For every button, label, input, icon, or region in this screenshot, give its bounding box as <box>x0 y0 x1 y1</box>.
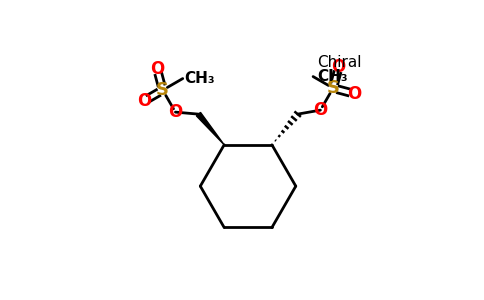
Polygon shape <box>197 112 224 145</box>
Text: CH₃: CH₃ <box>317 69 348 84</box>
Text: O: O <box>137 92 151 110</box>
Text: S: S <box>156 81 169 99</box>
Text: O: O <box>150 60 164 78</box>
Text: S: S <box>327 79 340 97</box>
Text: O: O <box>313 101 328 119</box>
Text: O: O <box>332 58 346 76</box>
Text: Chiral: Chiral <box>317 55 362 70</box>
Text: O: O <box>168 103 182 121</box>
Text: CH₃: CH₃ <box>184 71 215 86</box>
Text: O: O <box>347 85 361 103</box>
